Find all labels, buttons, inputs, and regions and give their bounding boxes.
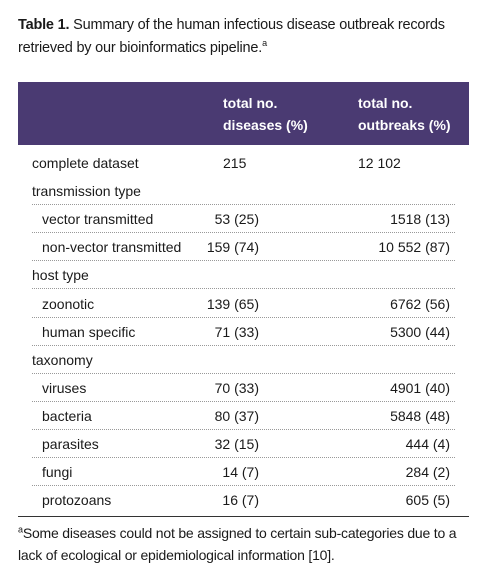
dotted-separator bbox=[32, 485, 455, 486]
table-row: transmission type bbox=[18, 177, 469, 205]
table-row: zoonotic 139 (65) 6762 (56) bbox=[18, 290, 469, 318]
row-label: complete dataset bbox=[32, 155, 139, 171]
cell-diseases: 80 (37) bbox=[214, 408, 259, 424]
cell-diseases: 53 (25) bbox=[214, 211, 259, 227]
table-row: protozoans 16 (7) 605 (5) bbox=[18, 486, 469, 514]
caption-footnote-marker: a bbox=[262, 38, 267, 49]
cell-diseases: 71 (33) bbox=[214, 324, 259, 340]
row-label: zoonotic bbox=[42, 296, 95, 312]
table-bottom-rule bbox=[18, 516, 469, 517]
table-row: viruses 70 (33) 4901 (40) bbox=[18, 374, 469, 402]
table-footnote: aSome diseases could not be assigned to … bbox=[18, 522, 476, 566]
cell-outbreaks: 4901 (40) bbox=[390, 380, 450, 396]
dotted-separator bbox=[32, 429, 455, 430]
table-row: non-vector transmitted 159 (74) 10 552 (… bbox=[18, 233, 469, 261]
cell-outbreaks: 6762 (56) bbox=[390, 296, 450, 312]
table-label: Table 1. bbox=[18, 17, 70, 33]
row-label: vector transmitted bbox=[42, 211, 154, 227]
table-row: bacteria 80 (37) 5848 (48) bbox=[18, 402, 469, 430]
header-outbreaks: total no. outbreaks (%) bbox=[358, 95, 451, 133]
table-row: taxonomy bbox=[18, 346, 469, 374]
dotted-separator bbox=[32, 204, 455, 205]
dotted-separator bbox=[32, 288, 455, 289]
footnote-marker: a bbox=[18, 524, 23, 535]
table-header: total no. diseases (%) total no. outbrea… bbox=[18, 82, 469, 145]
dotted-separator bbox=[32, 260, 455, 261]
dotted-separator bbox=[32, 317, 455, 318]
cell-outbreaks: 5848 (48) bbox=[390, 408, 450, 424]
row-label: human specific bbox=[42, 324, 136, 340]
cell-diseases: 159 (74) bbox=[206, 239, 259, 255]
table-row: complete dataset 215 12 102 bbox=[18, 149, 469, 177]
table-row: fungi 14 (7) 284 (2) bbox=[18, 458, 469, 486]
cell-diseases: 16 (7) bbox=[222, 492, 259, 508]
cell-diseases: 32 (15) bbox=[214, 436, 259, 452]
dotted-separator bbox=[32, 232, 455, 233]
dotted-separator bbox=[32, 457, 455, 458]
row-label: viruses bbox=[42, 380, 87, 396]
cell-diseases: 215 bbox=[223, 155, 247, 171]
row-label: transmission type bbox=[32, 183, 141, 199]
table-row: human specific 71 (33) 5300 (44) bbox=[18, 318, 469, 346]
footnote-text: Some diseases could not be assigned to c… bbox=[18, 525, 457, 563]
cell-outbreaks: 605 (5) bbox=[405, 492, 450, 508]
row-label: protozoans bbox=[42, 492, 112, 508]
cell-outbreaks: 444 (4) bbox=[405, 436, 450, 452]
cell-outbreaks: 1518 (13) bbox=[390, 211, 450, 227]
cell-outbreaks: 284 (2) bbox=[405, 464, 450, 480]
table-row: vector transmitted 53 (25) 1518 (13) bbox=[18, 205, 469, 233]
row-label: host type bbox=[32, 267, 89, 283]
cell-diseases: 139 (65) bbox=[206, 296, 259, 312]
cell-outbreaks: 5300 (44) bbox=[390, 324, 450, 340]
cell-outbreaks: 12 102 bbox=[358, 155, 401, 171]
row-label: parasites bbox=[42, 436, 99, 452]
table-caption: Table 1. Summary of the human infectious… bbox=[18, 14, 476, 60]
table-row: parasites 32 (15) 444 (4) bbox=[18, 430, 469, 458]
caption-text: Summary of the human infectious disease … bbox=[18, 17, 445, 56]
cell-diseases: 70 (33) bbox=[214, 380, 259, 396]
cell-outbreaks: 10 552 (87) bbox=[378, 239, 450, 255]
table-row: host type bbox=[18, 261, 469, 289]
dotted-separator bbox=[32, 345, 455, 346]
dotted-separator bbox=[32, 373, 455, 374]
cell-diseases: 14 (7) bbox=[222, 464, 259, 480]
row-label: taxonomy bbox=[32, 352, 93, 368]
header-diseases: total no. diseases (%) bbox=[223, 95, 308, 133]
row-label: bacteria bbox=[42, 408, 92, 424]
row-label: non-vector transmitted bbox=[42, 239, 182, 255]
row-label: fungi bbox=[42, 464, 73, 480]
dotted-separator bbox=[32, 401, 455, 402]
